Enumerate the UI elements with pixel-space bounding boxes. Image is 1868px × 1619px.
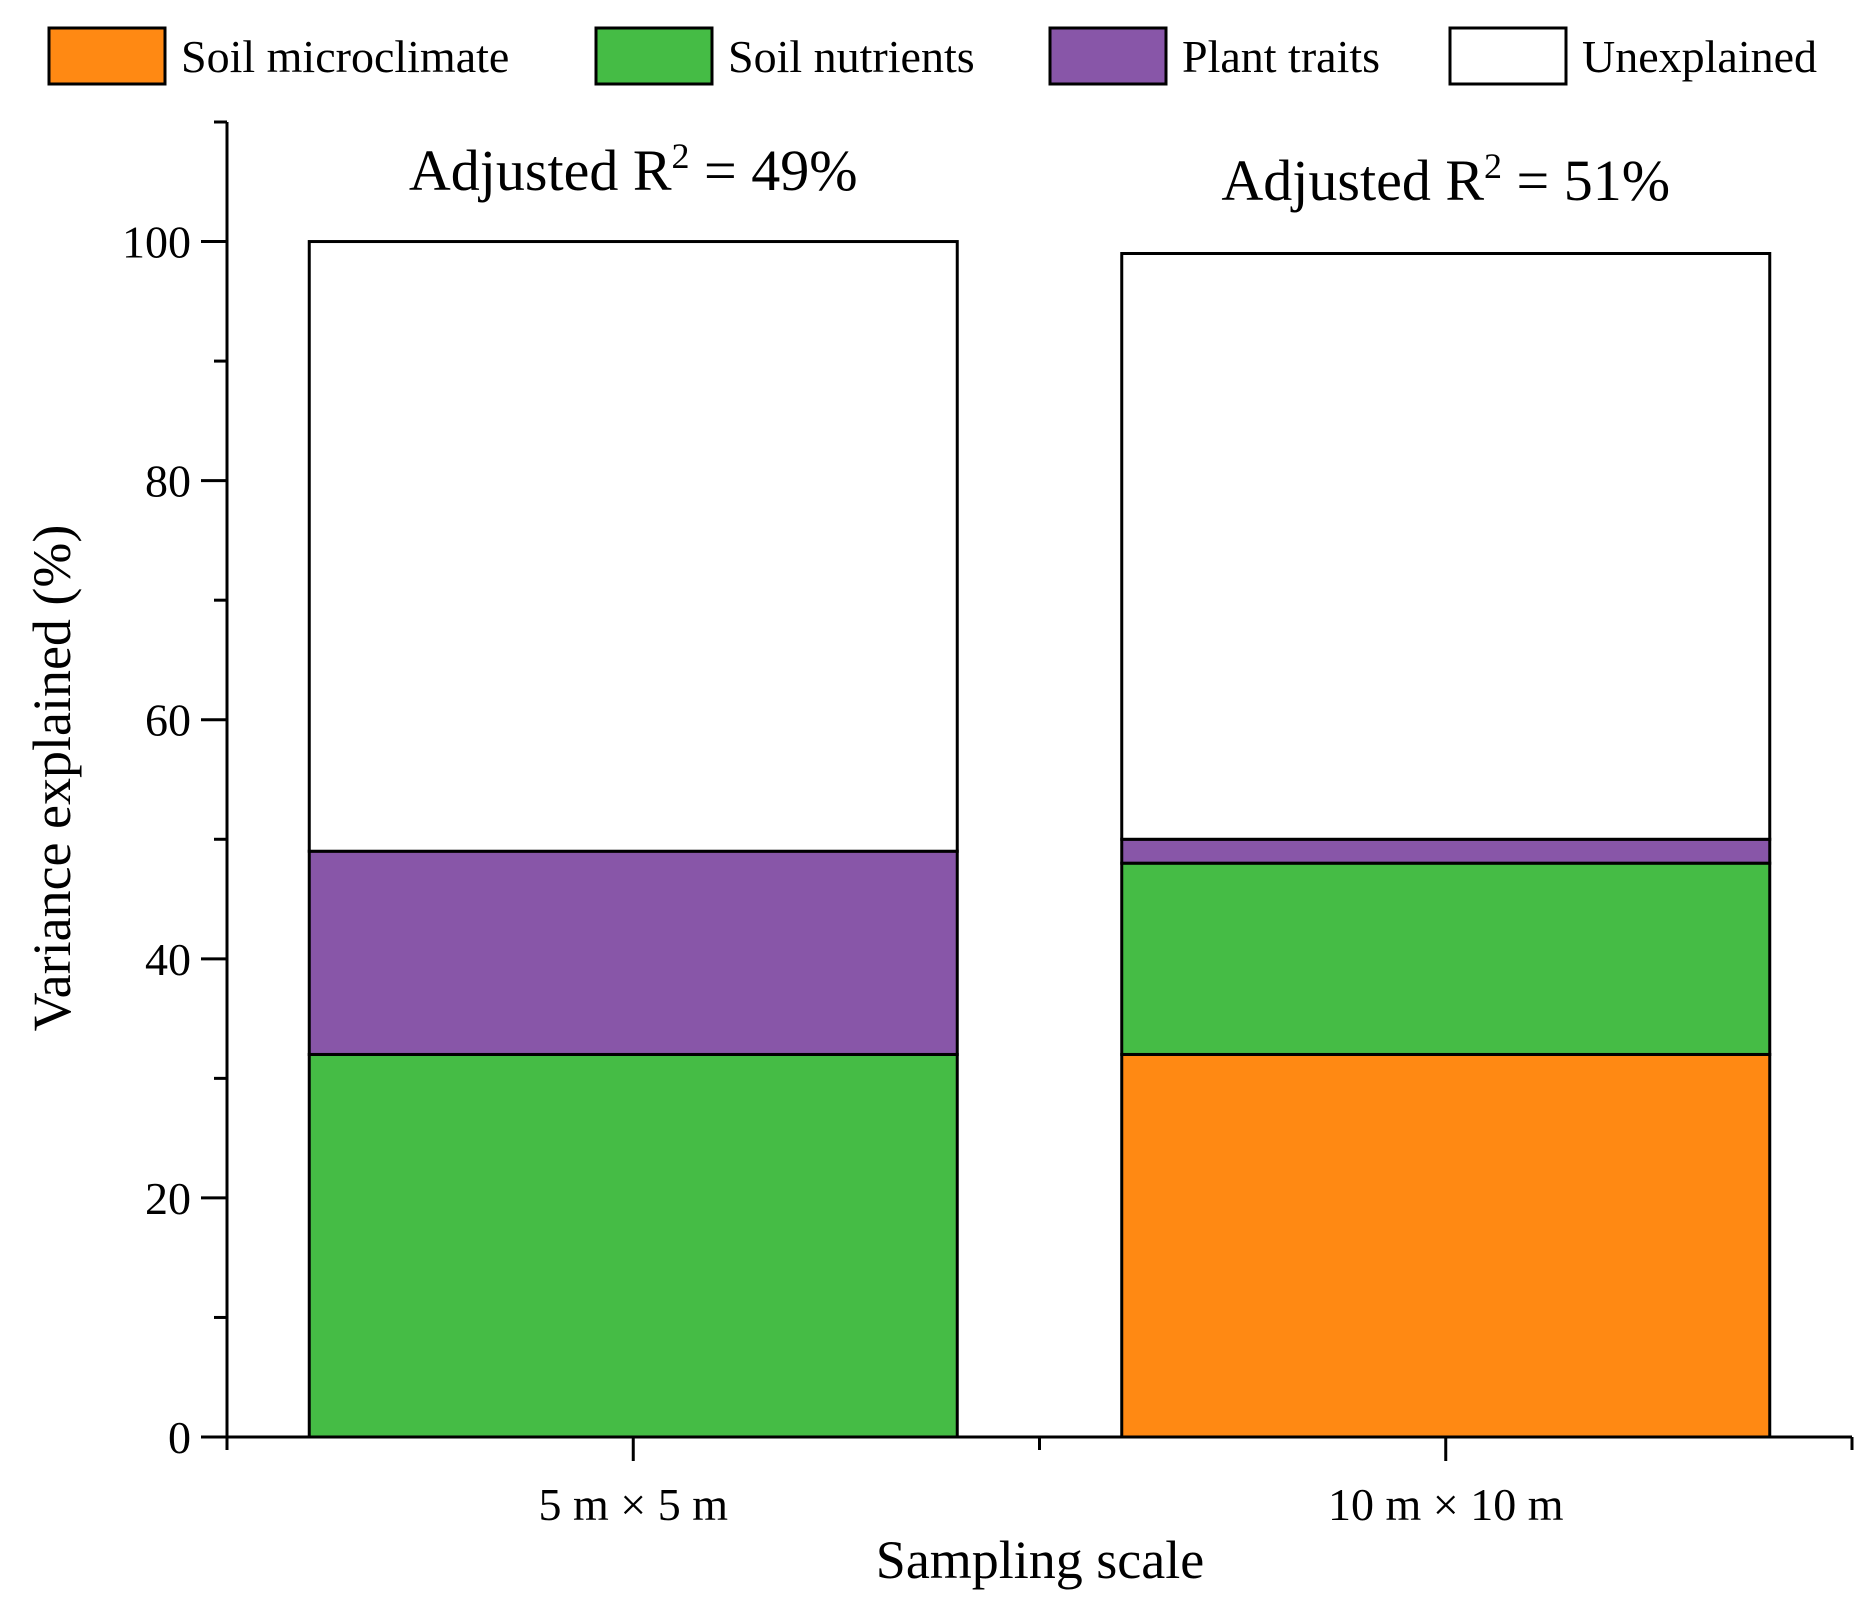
legend-swatch-soil-nutrients bbox=[594, 26, 714, 86]
legend-swatch-plant-traits bbox=[1048, 26, 1168, 86]
bar-soil-microclimate-10-m-10-m bbox=[1120, 1052, 1772, 1439]
legend-label-plant-traits: Plant traits bbox=[1182, 31, 1380, 82]
bar-plant-traits-5-m-5-m bbox=[307, 849, 959, 1056]
y-tick-label-100: 100 bbox=[122, 217, 191, 268]
bar-plant-traits-10-m-10-m bbox=[1120, 837, 1772, 865]
y-tick-label-40: 40 bbox=[145, 934, 191, 985]
bars bbox=[307, 240, 1772, 1439]
legend-label-soil-nutrients: Soil nutrients bbox=[728, 31, 975, 82]
ticks: 0 20 40 60 80 100 5 m × 5 m 10 m × 10 m bbox=[122, 120, 1854, 1530]
legend-swatch-unexplained bbox=[1448, 26, 1568, 86]
x-tick-label-10-m-10-m: 10 m × 10 m bbox=[1328, 1479, 1564, 1530]
legend-swatch-soil-microclimate bbox=[47, 26, 167, 86]
bar-soil-nutrients-10-m-10-m bbox=[1120, 861, 1772, 1056]
annotations: Adjusted R2 = 49% Adjusted R2 = 51% bbox=[409, 136, 1670, 213]
legend: Soil microclimate Soil nutrients Plant tra… bbox=[47, 26, 1817, 86]
legend-label-unexplained: Unexplained bbox=[1582, 31, 1817, 82]
y-tick-label-0: 0 bbox=[168, 1412, 191, 1463]
legend-label-soil-microclimate: Soil microclimate bbox=[181, 31, 509, 82]
r2-annotation-10-m-10-m: Adjusted R2 = 51% bbox=[1221, 146, 1670, 213]
r2-annotation-5-m-5-m: Adjusted R2 = 49% bbox=[409, 136, 858, 203]
bar-unexplained-5-m-5-m bbox=[307, 240, 959, 853]
x-axis-title: Sampling scale bbox=[876, 1530, 1204, 1590]
y-tick-label-60: 60 bbox=[145, 695, 191, 746]
y-tick-label-80: 80 bbox=[145, 456, 191, 507]
bar-unexplained-10-m-10-m bbox=[1120, 252, 1772, 841]
y-tick-label-20: 20 bbox=[145, 1173, 191, 1224]
bar-soil-nutrients-5-m-5-m bbox=[307, 1052, 959, 1439]
x-tick-label-5-m-5-m: 5 m × 5 m bbox=[538, 1479, 728, 1530]
y-axis-title: Variance explained (%) bbox=[22, 525, 82, 1032]
